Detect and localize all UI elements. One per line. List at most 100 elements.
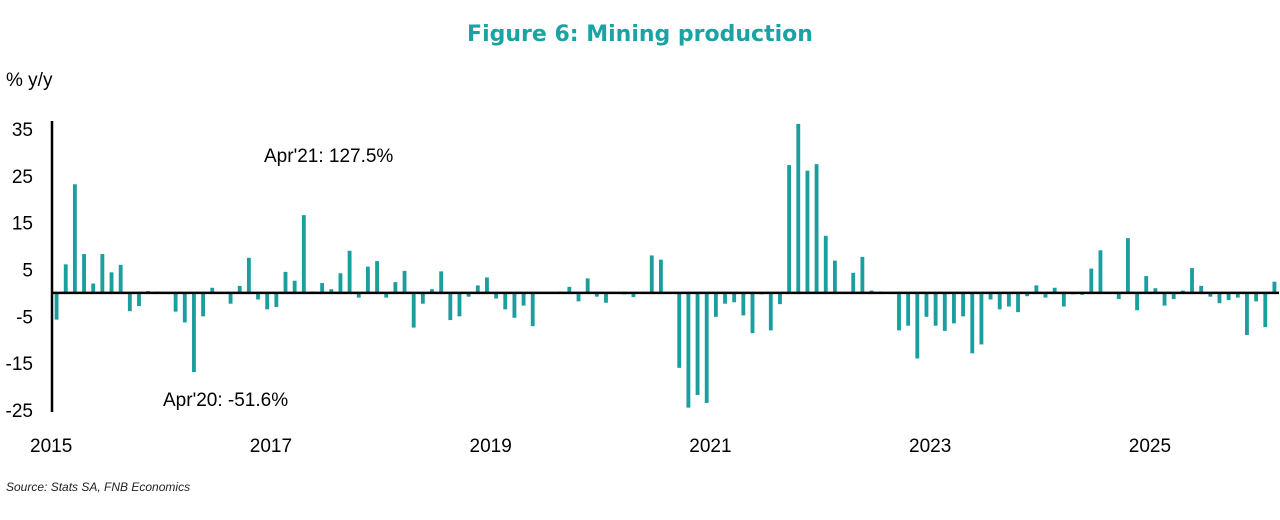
bar	[320, 283, 325, 293]
bar	[924, 292, 929, 317]
bar	[283, 271, 288, 293]
bar	[82, 254, 86, 293]
bar	[1171, 292, 1176, 300]
y-tick-label: -15	[6, 354, 33, 375]
bar	[448, 292, 453, 321]
y-tick-label: -5	[16, 307, 33, 328]
bar	[1272, 281, 1277, 293]
bar	[631, 292, 636, 298]
bar	[732, 292, 737, 303]
bar	[228, 292, 233, 304]
x-tick-label: 2015	[30, 436, 72, 457]
bar	[576, 292, 581, 302]
bar	[457, 292, 462, 317]
bar	[466, 292, 471, 297]
bar	[979, 292, 984, 345]
bar	[173, 292, 178, 312]
annotation-label: Apr'21: 127.5%	[264, 146, 393, 167]
bar	[237, 285, 242, 293]
bar	[1245, 292, 1249, 336]
bar-series	[54, 123, 1277, 408]
bar	[430, 289, 434, 293]
bar	[823, 235, 828, 293]
bar	[695, 292, 700, 396]
x-tick-labels: 2015 2017 2019 2021 2023 2025	[30, 436, 1171, 457]
bar	[182, 292, 187, 323]
bar	[1254, 292, 1259, 302]
bar	[63, 264, 68, 293]
bar	[530, 292, 535, 327]
bar	[997, 292, 1002, 310]
bar	[329, 289, 334, 293]
bar	[805, 170, 810, 293]
bar	[1098, 250, 1103, 293]
bar	[814, 164, 819, 293]
bar	[1263, 292, 1268, 328]
x-tick-label: 2019	[470, 436, 512, 457]
bar	[1208, 292, 1213, 297]
bar	[338, 273, 343, 293]
bar	[127, 292, 132, 312]
x-tick-label: 2017	[250, 436, 292, 457]
bar	[741, 292, 746, 316]
bar	[1135, 292, 1139, 311]
bar	[1016, 292, 1020, 313]
bar	[521, 292, 526, 306]
bar	[1052, 287, 1057, 293]
bar	[750, 292, 755, 334]
bar	[256, 292, 260, 300]
bar	[704, 292, 709, 403]
bar	[1190, 268, 1194, 293]
x-tick-label: 2021	[689, 436, 731, 457]
bar	[933, 292, 938, 326]
bar	[686, 292, 691, 408]
bar	[713, 292, 718, 317]
bar	[585, 278, 590, 293]
bar	[851, 272, 856, 293]
bar	[54, 292, 59, 320]
bar	[677, 292, 682, 368]
y-tick-label: 15	[12, 214, 33, 235]
bar	[778, 292, 782, 305]
bar	[384, 292, 389, 298]
bar	[659, 259, 663, 293]
bar	[961, 292, 966, 317]
source-note: Source: Stats SA, FNB Economics	[6, 480, 190, 494]
y-tick-labels: 35 25 15 5 -5 -15 -25	[6, 120, 33, 422]
bar	[503, 292, 508, 310]
bar	[942, 292, 947, 331]
bar	[411, 292, 416, 328]
y-tick-label: 35	[12, 120, 33, 141]
bar	[192, 292, 196, 373]
bar	[365, 266, 370, 293]
bar	[118, 264, 123, 293]
bar	[1061, 292, 1066, 307]
bar	[1153, 288, 1158, 293]
bar	[988, 292, 993, 300]
bar	[512, 292, 517, 318]
bar	[109, 272, 114, 293]
bar	[1006, 292, 1011, 307]
bar	[915, 292, 920, 359]
x-tick-label: 2025	[1129, 436, 1171, 457]
bar	[1162, 292, 1167, 306]
y-axis-label: % y/y	[6, 70, 53, 91]
bar	[1199, 285, 1204, 293]
bar	[1089, 268, 1094, 293]
bar	[787, 165, 792, 293]
bar	[970, 292, 975, 354]
y-tick-label: -25	[6, 401, 33, 422]
bar	[265, 292, 270, 310]
bar	[475, 285, 480, 293]
bar	[952, 292, 956, 324]
bar	[439, 271, 444, 293]
bar	[897, 292, 901, 331]
bar	[906, 292, 911, 326]
bar	[1226, 292, 1231, 300]
bar	[604, 292, 608, 303]
bar	[292, 280, 297, 293]
bar	[1034, 285, 1039, 293]
bar	[375, 261, 379, 293]
bar	[796, 123, 801, 293]
